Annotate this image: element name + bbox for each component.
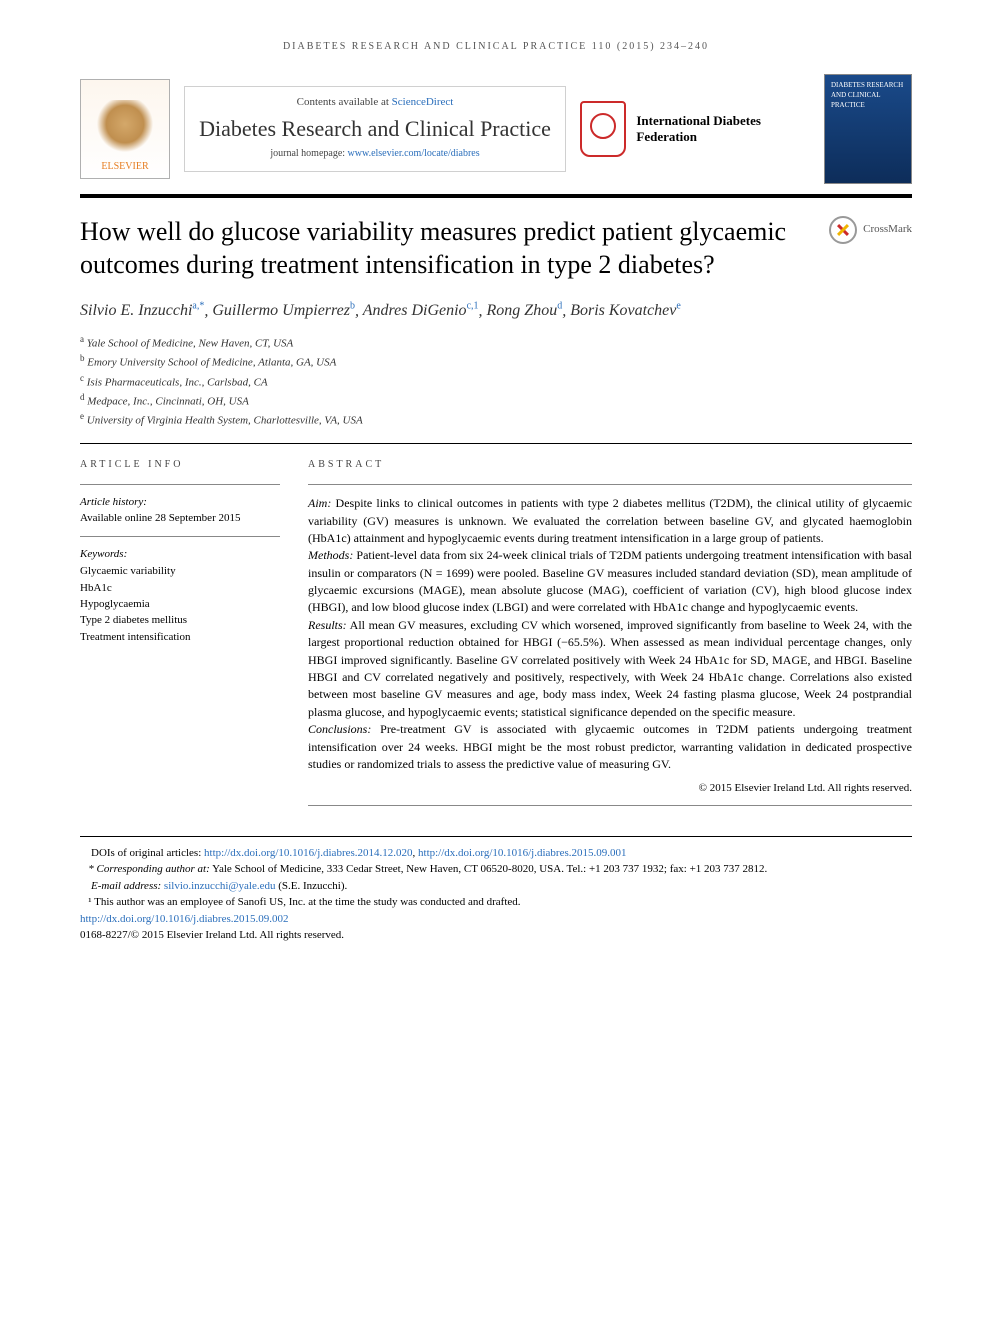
doi-originals-line: DOIs of original articles: http://dx.doi…	[80, 845, 912, 862]
author: Guillermo Umpierrezb	[212, 302, 355, 319]
keyword: Glycaemic variability	[80, 564, 280, 579]
affil-mark-link[interactable]: e	[676, 301, 680, 312]
info-abstract-row: ARTICLE INFO Article history: Available …	[80, 458, 912, 806]
running-journal: DIABETES RESEARCH AND CLINICAL PRACTICE	[283, 41, 587, 52]
idf-shield-icon	[580, 101, 626, 157]
affiliation: c Isis Pharmaceuticals, Inc., Carlsbad, …	[80, 372, 912, 391]
author-note-1: ¹ This author was an employee of Sanofi …	[80, 894, 912, 911]
abstract-conclusions: Conclusions: Pre-treatment GV is associa…	[308, 721, 912, 773]
cover-title: DIABETES RESEARCH AND CLINICAL PRACTICE	[831, 81, 905, 110]
affiliation: a Yale School of Medicine, New Haven, CT…	[80, 333, 912, 352]
journal-cover-thumbnail[interactable]: DIABETES RESEARCH AND CLINICAL PRACTICE	[824, 74, 912, 184]
email-line: E-mail address: silvio.inzucchi@yale.edu…	[80, 878, 912, 895]
history-label: Article history:	[80, 495, 280, 510]
journal-info-box: Contents available at ScienceDirect Diab…	[184, 86, 566, 173]
affil-mark-link[interactable]: a,*	[192, 301, 204, 312]
issn-copyright-line: 0168-8227/© 2015 Elsevier Ireland Ltd. A…	[80, 927, 912, 944]
abstract-copyright: © 2015 Elsevier Ireland Ltd. All rights …	[308, 781, 912, 796]
publisher-name: ELSEVIER	[101, 160, 148, 174]
author: Silvio E. Inzucchia,*	[80, 302, 204, 319]
sciencedirect-link[interactable]: ScienceDirect	[392, 96, 454, 108]
footnotes: DOIs of original articles: http://dx.doi…	[80, 836, 912, 944]
article-header: How well do glucose variability measures…	[80, 216, 912, 281]
federation-block: International Diabetes Federation	[580, 101, 810, 157]
abstract-aim: Aim: Despite links to clinical outcomes …	[308, 495, 912, 547]
divider	[80, 443, 912, 444]
article-info-heading: ARTICLE INFO	[80, 458, 280, 472]
divider	[308, 805, 912, 806]
divider	[80, 536, 280, 537]
article-info-column: ARTICLE INFO Article history: Available …	[80, 458, 280, 806]
divider	[308, 484, 912, 485]
article-doi-line: http://dx.doi.org/10.1016/j.diabres.2015…	[80, 911, 912, 928]
author: Rong Zhoud	[487, 302, 563, 319]
abstract-methods: Methods: Patient-level data from six 24-…	[308, 547, 912, 617]
keywords-list: Glycaemic variability HbA1c Hypoglycaemi…	[80, 564, 280, 645]
keyword: Hypoglycaemia	[80, 597, 280, 612]
journal-title: Diabetes Research and Clinical Practice	[199, 116, 551, 141]
crossmark-icon	[829, 216, 857, 244]
doi-link[interactable]: http://dx.doi.org/10.1016/j.diabres.2014…	[204, 847, 412, 859]
affiliation: d Medpace, Inc., Cincinnati, OH, USA	[80, 391, 912, 410]
affil-mark-link[interactable]: b	[350, 301, 355, 312]
email-link[interactable]: silvio.inzucchi@yale.edu	[164, 880, 276, 892]
keyword: Treatment intensification	[80, 630, 280, 645]
affil-mark-link[interactable]: c,1	[467, 301, 479, 312]
publisher-logo[interactable]: ELSEVIER	[80, 79, 170, 179]
divider	[80, 484, 280, 485]
abstract-column: ABSTRACT Aim: Despite links to clinical …	[308, 458, 912, 806]
running-citation: 110 (2015) 234–240	[592, 41, 709, 52]
affiliation: b Emory University School of Medicine, A…	[80, 352, 912, 371]
abstract-results: Results: All mean GV measures, excluding…	[308, 617, 912, 721]
running-header: DIABETES RESEARCH AND CLINICAL PRACTICE …	[80, 40, 912, 54]
authors-list: Silvio E. Inzucchia,*, Guillermo Umpierr…	[80, 299, 912, 323]
keyword: Type 2 diabetes mellitus	[80, 613, 280, 628]
contents-available-line: Contents available at ScienceDirect	[199, 95, 551, 110]
article-title: How well do glucose variability measures…	[80, 216, 809, 281]
crossmark-label: CrossMark	[863, 222, 912, 237]
history-text: Available online 28 September 2015	[80, 511, 280, 526]
affiliations-list: a Yale School of Medicine, New Haven, CT…	[80, 333, 912, 429]
doi-link[interactable]: http://dx.doi.org/10.1016/j.diabres.2015…	[418, 847, 626, 859]
federation-name: International Diabetes Federation	[636, 113, 810, 144]
journal-homepage-line: journal homepage: www.elsevier.com/locat…	[199, 147, 551, 161]
journal-homepage-link[interactable]: www.elsevier.com/locate/diabres	[348, 148, 480, 159]
elsevier-tree-icon	[95, 100, 155, 160]
affiliation: e University of Virginia Health System, …	[80, 410, 912, 429]
keyword: HbA1c	[80, 581, 280, 596]
keywords-label: Keywords:	[80, 547, 280, 562]
affil-mark-link[interactable]: d	[557, 301, 562, 312]
author: Boris Kovatcheve	[570, 302, 681, 319]
crossmark-badge[interactable]: CrossMark	[829, 216, 912, 244]
masthead: ELSEVIER Contents available at ScienceDi…	[80, 74, 912, 198]
corresponding-author-line: * Corresponding author at: Yale School o…	[80, 861, 912, 878]
author: Andres DiGenioc,1	[363, 302, 479, 319]
article-doi-link[interactable]: http://dx.doi.org/10.1016/j.diabres.2015…	[80, 913, 288, 925]
abstract-heading: ABSTRACT	[308, 458, 912, 472]
